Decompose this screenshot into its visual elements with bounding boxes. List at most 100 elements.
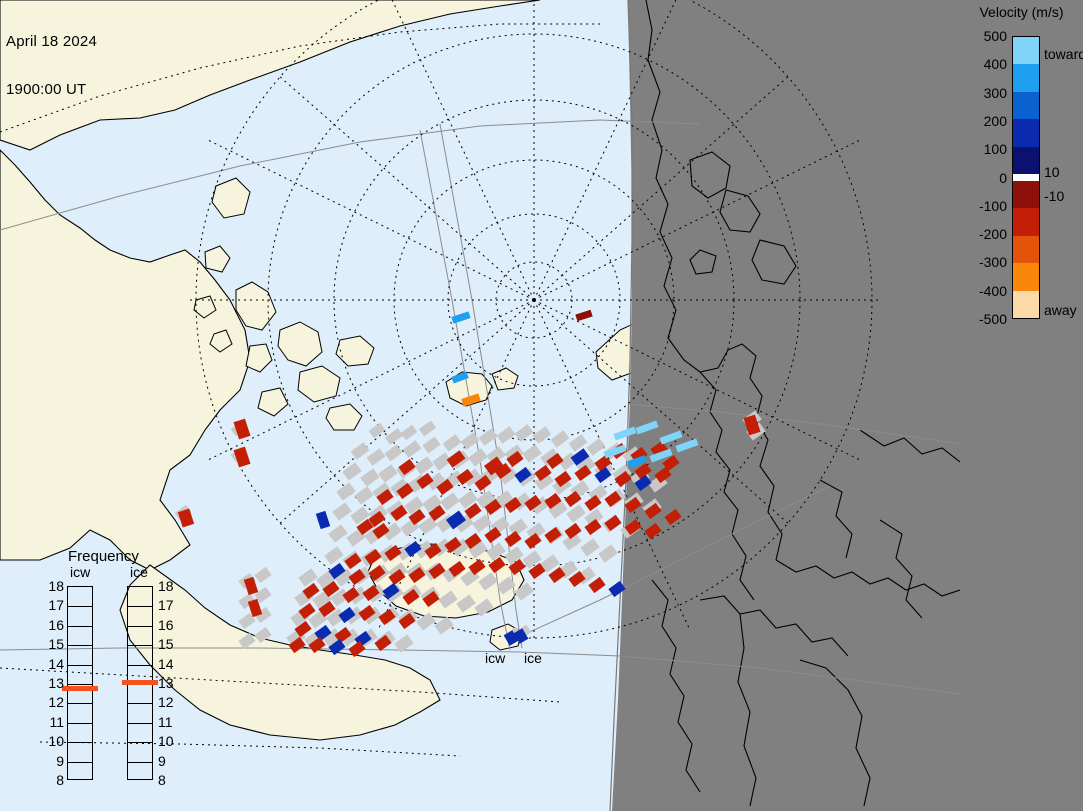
ground-scatter-cell[interactable]: [324, 546, 344, 565]
ground-scatter-cell[interactable]: [460, 432, 480, 450]
ground-scatter-cell[interactable]: [342, 462, 362, 481]
ground-scatter-cell[interactable]: [390, 478, 410, 497]
ground-scatter-cell[interactable]: [434, 616, 454, 635]
ground-scatter-cell[interactable]: [384, 428, 404, 445]
velocity-cell[interactable]: [644, 502, 662, 520]
ground-scatter-cell[interactable]: [426, 472, 446, 491]
ground-scatter-cell[interactable]: [504, 546, 524, 565]
velocity-cell[interactable]: [416, 472, 434, 490]
velocity-cell[interactable]: [484, 498, 502, 516]
ground-scatter-cell[interactable]: [372, 482, 392, 501]
velocity-cell[interactable]: [524, 532, 542, 550]
velocity-cell[interactable]: [624, 496, 642, 514]
ground-scatter-cell[interactable]: [254, 626, 272, 644]
velocity-cell[interactable]: [528, 562, 546, 580]
ground-scatter-cell[interactable]: [568, 434, 588, 452]
ground-scatter-cell[interactable]: [532, 426, 552, 444]
velocity-cell[interactable]: [424, 542, 442, 560]
velocity-cell[interactable]: [422, 590, 440, 608]
ground-scatter-cell[interactable]: [468, 540, 488, 559]
velocity-cell[interactable]: [298, 602, 316, 620]
velocity-cell[interactable]: [318, 600, 336, 618]
velocity-cell[interactable]: [546, 452, 564, 470]
velocity-cell[interactable]: [398, 612, 416, 630]
map-panel[interactable]: April 18 2024 1900:00 UT Frequency icw i…: [0, 0, 960, 811]
velocity-cell[interactable]: [613, 426, 637, 441]
ground-scatter-cell[interactable]: [458, 490, 478, 509]
velocity-cell[interactable]: [488, 556, 506, 574]
velocity-cell[interactable]: [574, 464, 592, 482]
velocity-cell[interactable]: [338, 606, 356, 624]
velocity-cell[interactable]: [484, 456, 504, 476]
ground-scatter-cell[interactable]: [472, 514, 492, 533]
velocity-cell[interactable]: [659, 430, 683, 445]
velocity-cell[interactable]: [382, 582, 400, 600]
ground-scatter-cell[interactable]: [334, 568, 354, 587]
velocity-cell[interactable]: [368, 510, 386, 528]
velocity-cell[interactable]: [294, 620, 312, 638]
ground-scatter-cell[interactable]: [566, 504, 586, 523]
ground-scatter-cell[interactable]: [360, 468, 380, 487]
velocity-cell[interactable]: [362, 584, 380, 602]
velocity-cell[interactable]: [570, 448, 590, 466]
velocity-cell[interactable]: [456, 468, 474, 486]
velocity-cell[interactable]: [503, 630, 519, 646]
ground-scatter-cell[interactable]: [486, 446, 506, 465]
velocity-cell[interactable]: [649, 448, 673, 463]
velocity-cell[interactable]: [608, 580, 626, 598]
ground-scatter-cell[interactable]: [404, 496, 424, 515]
velocity-cell[interactable]: [464, 502, 482, 520]
velocity-cell[interactable]: [364, 548, 382, 566]
ground-scatter-cell[interactable]: [514, 424, 534, 442]
ground-scatter-cell[interactable]: [442, 434, 462, 452]
ground-scatter-cell[interactable]: [422, 436, 441, 454]
velocity-cell[interactable]: [494, 462, 512, 480]
velocity-cell[interactable]: [308, 636, 326, 654]
velocity-cell[interactable]: [564, 490, 582, 508]
ground-scatter-cell[interactable]: [534, 472, 554, 491]
velocity-cell[interactable]: [624, 518, 642, 536]
velocity-cell[interactable]: [342, 586, 360, 604]
ground-scatter-cell[interactable]: [378, 464, 398, 483]
ground-scatter-cell[interactable]: [454, 514, 474, 533]
ground-scatter-cell[interactable]: [254, 606, 272, 624]
ground-scatter-cell[interactable]: [238, 632, 256, 650]
ground-scatter-cell[interactable]: [432, 452, 452, 471]
ground-scatter-cell[interactable]: [526, 522, 546, 541]
velocity-cell[interactable]: [568, 570, 586, 588]
velocity-cell[interactable]: [408, 508, 426, 526]
velocity-cell[interactable]: [348, 640, 366, 658]
velocity-cell[interactable]: [743, 414, 761, 436]
ground-scatter-cell[interactable]: [414, 540, 434, 559]
ground-scatter-cell[interactable]: [562, 532, 582, 551]
ground-scatter-cell[interactable]: [402, 440, 422, 458]
velocity-cell[interactable]: [554, 470, 572, 488]
ground-scatter-cell[interactable]: [598, 544, 618, 563]
ground-scatter-cell[interactable]: [456, 594, 476, 613]
velocity-cell[interactable]: [675, 438, 699, 453]
velocity-cell[interactable]: [654, 466, 672, 484]
velocity-cell[interactable]: [404, 540, 422, 558]
velocity-cell[interactable]: [243, 576, 259, 596]
velocity-cell[interactable]: [635, 420, 659, 435]
velocity-cell[interactable]: [524, 494, 542, 512]
ground-scatter-cell[interactable]: [476, 490, 496, 509]
velocity-cell[interactable]: [396, 482, 414, 500]
velocity-cell[interactable]: [504, 496, 522, 514]
velocity-cell[interactable]: [368, 564, 386, 582]
ground-scatter-cell[interactable]: [326, 608, 346, 627]
ground-scatter-cell[interactable]: [316, 570, 336, 589]
velocity-cell[interactable]: [634, 474, 652, 492]
ground-scatter-cell[interactable]: [330, 588, 350, 607]
ground-scatter-cell[interactable]: [394, 634, 414, 653]
ground-scatter-cell[interactable]: [540, 448, 560, 467]
velocity-cell[interactable]: [378, 608, 396, 626]
ground-scatter-cell[interactable]: [418, 516, 438, 535]
velocity-cell[interactable]: [468, 558, 486, 576]
ground-scatter-cell[interactable]: [478, 572, 498, 591]
velocity-cell[interactable]: [451, 371, 469, 384]
velocity-cell[interactable]: [664, 508, 682, 526]
velocity-cell[interactable]: [390, 504, 408, 522]
velocity-cell[interactable]: [604, 490, 622, 508]
velocity-cell[interactable]: [604, 514, 622, 532]
